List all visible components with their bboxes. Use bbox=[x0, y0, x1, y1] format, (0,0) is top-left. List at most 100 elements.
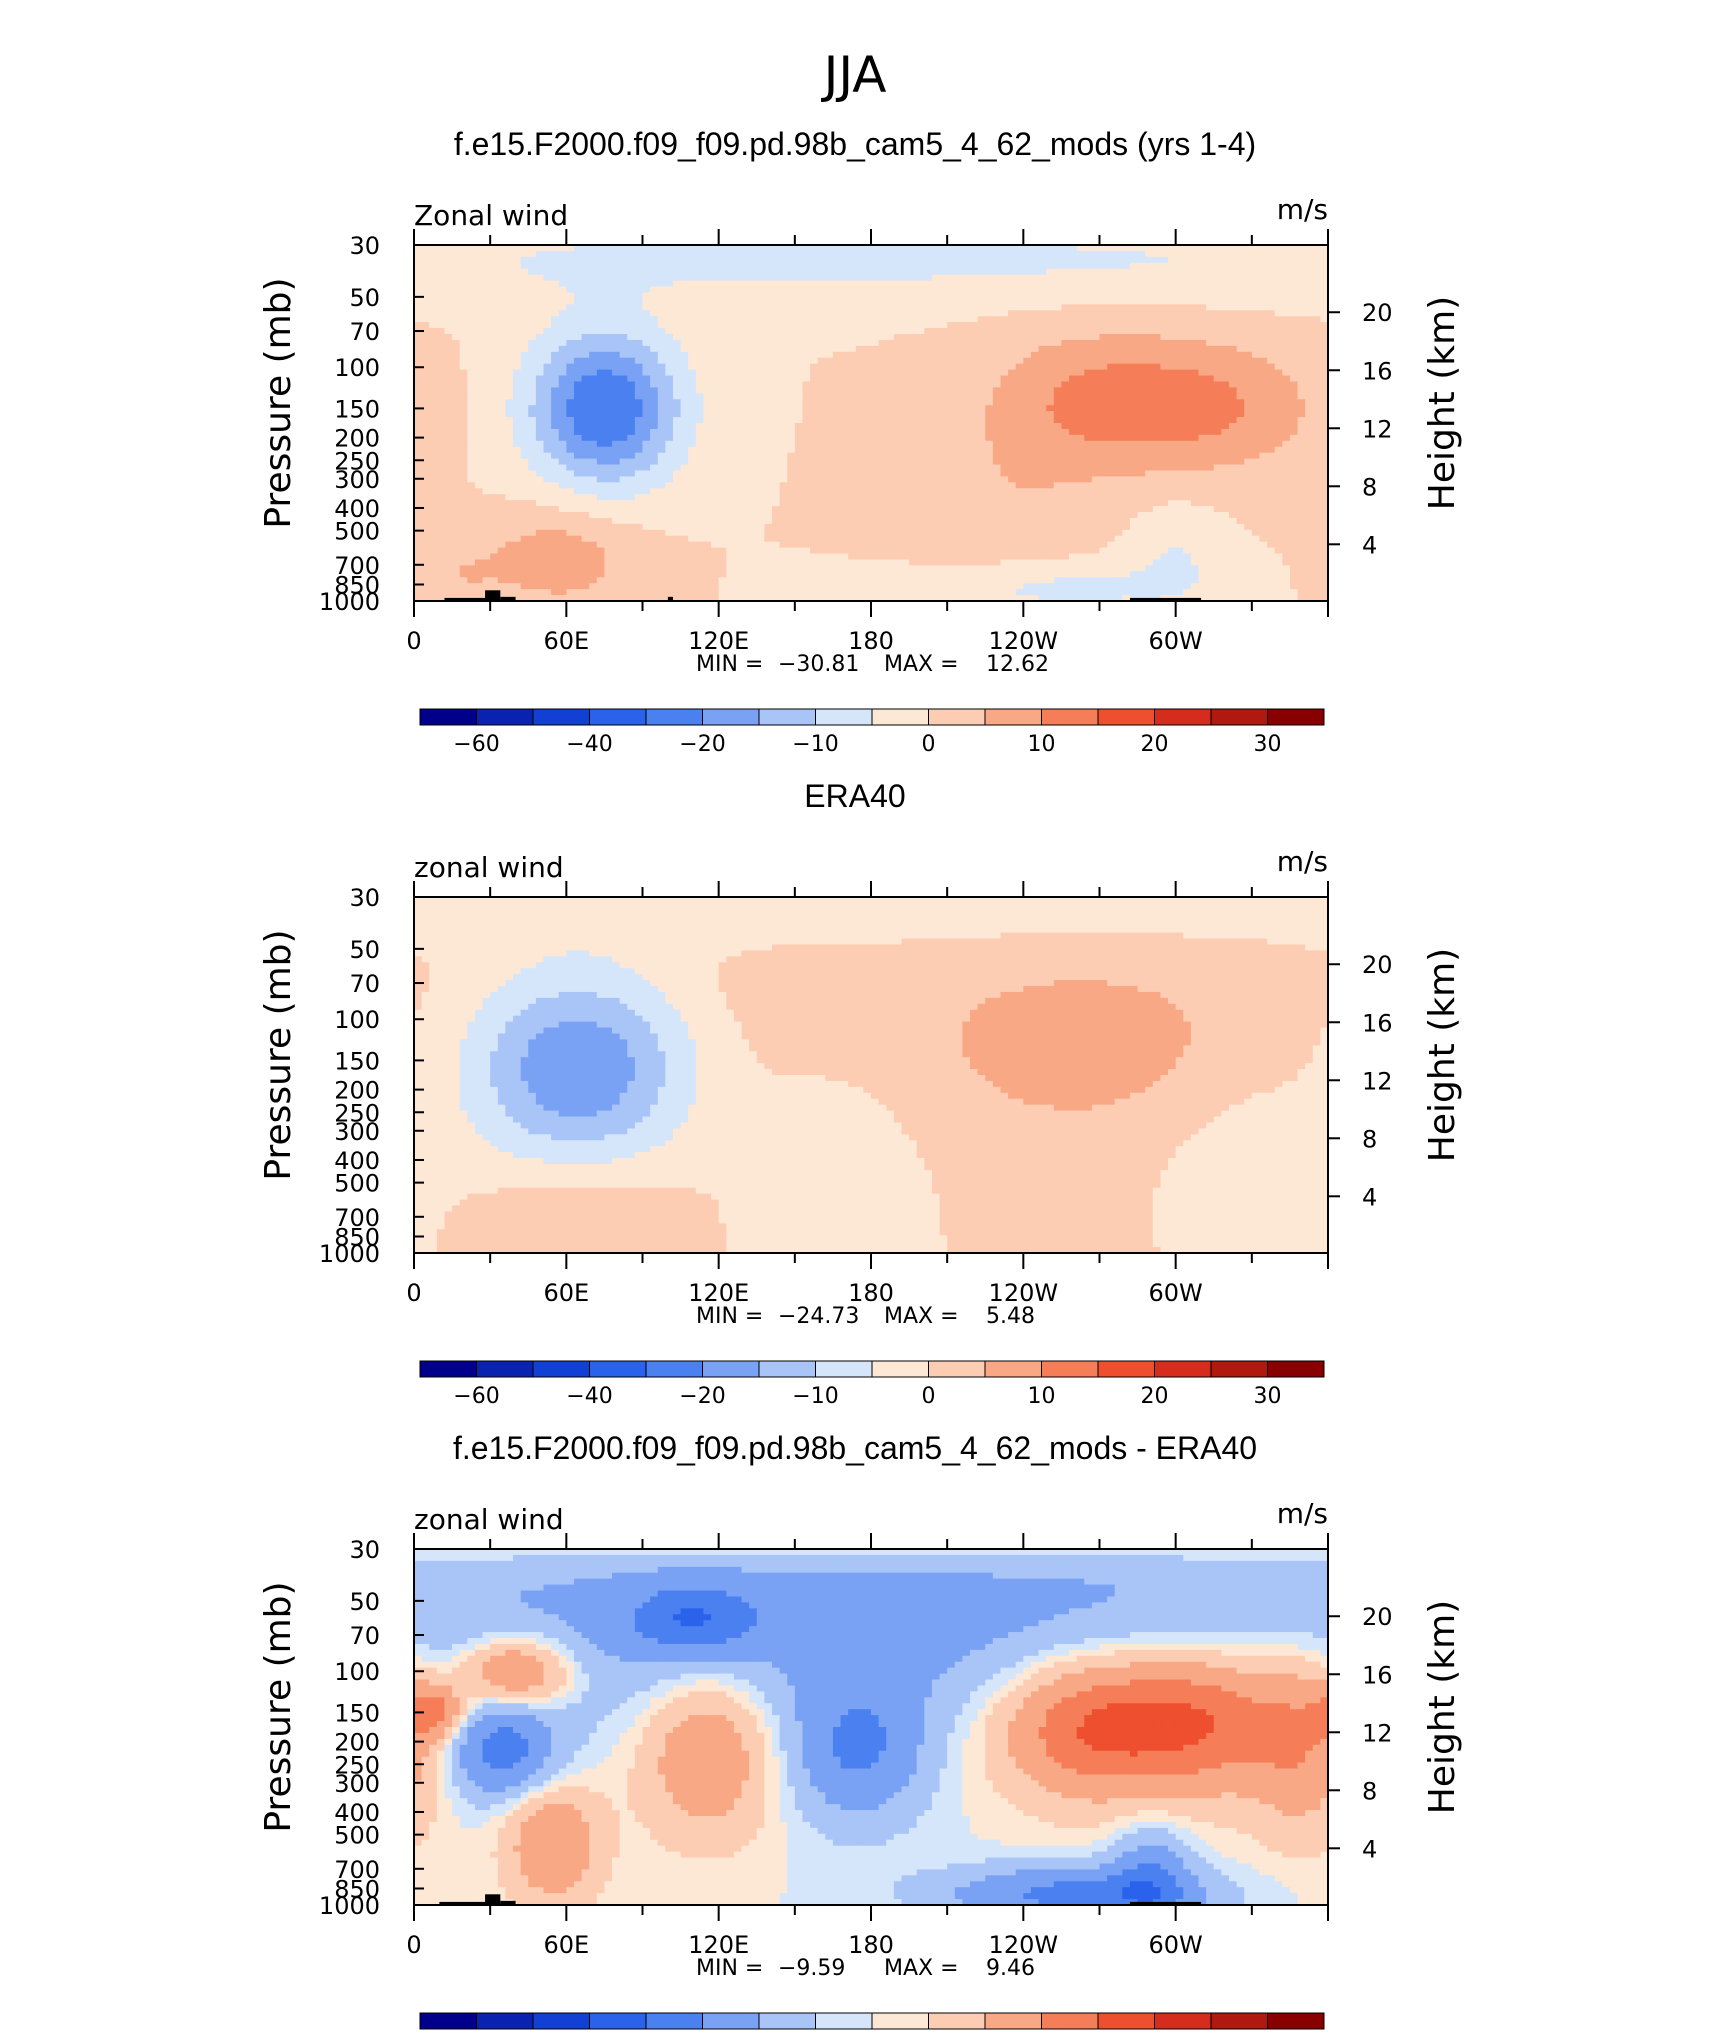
heatmap-cell bbox=[1305, 411, 1314, 418]
heatmap-cell bbox=[573, 411, 583, 418]
heatmap-cell bbox=[627, 334, 636, 341]
heatmap-cell bbox=[695, 476, 705, 483]
heatmap-cell bbox=[680, 245, 689, 252]
heatmap-cell bbox=[901, 434, 910, 442]
heatmap-cell bbox=[1289, 428, 1299, 436]
heatmap-cell bbox=[802, 446, 811, 454]
heatmap-cell bbox=[1114, 334, 1123, 341]
heatmap-cell bbox=[787, 482, 796, 489]
heatmap-cell bbox=[1259, 423, 1268, 430]
heatmap-cell bbox=[665, 369, 674, 377]
heatmap-cell bbox=[1023, 292, 1032, 299]
heatmap-cell bbox=[977, 268, 986, 276]
heatmap-cell bbox=[1000, 286, 1009, 294]
heatmap-cell bbox=[528, 357, 537, 365]
heatmap-cell bbox=[916, 452, 925, 460]
heatmap-cell bbox=[1069, 399, 1078, 406]
heatmap-cell bbox=[1251, 411, 1261, 418]
heatmap-cell bbox=[1061, 345, 1070, 353]
heatmap-cell bbox=[672, 363, 682, 371]
heatmap-cell bbox=[1046, 369, 1055, 377]
heatmap-cell bbox=[1190, 322, 1200, 329]
heatmap-cell bbox=[551, 310, 560, 317]
heatmap-cell bbox=[794, 375, 804, 383]
heatmap-cell bbox=[535, 298, 545, 305]
heatmap-cell bbox=[680, 256, 689, 264]
heatmap-cell bbox=[1213, 316, 1222, 323]
heatmap-cell bbox=[1114, 316, 1123, 323]
heatmap-cell bbox=[619, 417, 628, 424]
heatmap-cell bbox=[1236, 274, 1245, 282]
heatmap-cell bbox=[672, 470, 682, 477]
heatmap-cell bbox=[467, 316, 476, 323]
heatmap-cell bbox=[1312, 470, 1321, 477]
heatmap-cell bbox=[726, 345, 735, 353]
heatmap-cell bbox=[878, 399, 887, 406]
heatmap-cell bbox=[573, 452, 583, 460]
heatmap-cell bbox=[444, 411, 453, 418]
heatmap-cell bbox=[787, 464, 796, 472]
heatmap-cell bbox=[566, 434, 575, 442]
heatmap-cell bbox=[513, 411, 522, 418]
heatmap-cell bbox=[756, 262, 765, 270]
heatmap-cell bbox=[665, 440, 674, 448]
heatmap-cell bbox=[1061, 351, 1070, 359]
heatmap-cell bbox=[825, 286, 834, 294]
heatmap-cell bbox=[703, 328, 712, 335]
heatmap-cell bbox=[612, 381, 621, 388]
heatmap-cell bbox=[810, 399, 819, 406]
heatmap-cell bbox=[444, 393, 453, 400]
heatmap-cell bbox=[429, 470, 438, 477]
heatmap-cell bbox=[1008, 268, 1017, 276]
heatmap-cell bbox=[1076, 274, 1085, 282]
heatmap-cell bbox=[1312, 274, 1321, 282]
heatmap-cell bbox=[1099, 440, 1108, 448]
heatmap-cell bbox=[733, 274, 743, 282]
heatmap-cell bbox=[566, 470, 575, 477]
heatmap-cell bbox=[642, 274, 651, 282]
heatmap-cell bbox=[619, 292, 628, 299]
heatmap-cell bbox=[1198, 458, 1207, 466]
heatmap-cell bbox=[528, 375, 537, 383]
heatmap-cell bbox=[1038, 286, 1047, 294]
heatmap-cell bbox=[726, 411, 735, 418]
heatmap-cell bbox=[992, 393, 1002, 400]
heatmap-cell bbox=[977, 357, 986, 365]
heatmap-cell bbox=[1099, 328, 1108, 335]
heatmap-cell bbox=[1282, 405, 1291, 412]
heatmap-cell bbox=[634, 482, 644, 489]
heatmap-cell bbox=[916, 423, 925, 430]
heatmap-cell bbox=[947, 322, 956, 329]
heatmap-cell bbox=[1236, 423, 1245, 430]
heatmap-cell bbox=[794, 452, 804, 460]
heatmap-cell bbox=[1305, 245, 1314, 252]
heatmap-cell bbox=[566, 298, 575, 305]
heatmap-cell bbox=[436, 286, 446, 294]
heatmap-cell bbox=[1305, 417, 1314, 424]
heatmap-cell bbox=[1152, 262, 1162, 270]
heatmap-cell bbox=[1008, 375, 1017, 383]
heatmap-cell bbox=[1213, 423, 1222, 430]
heatmap-cell bbox=[1008, 387, 1017, 394]
heatmap-cell bbox=[513, 334, 522, 341]
heatmap-cell bbox=[695, 399, 705, 406]
heatmap-cell bbox=[581, 292, 590, 299]
heatmap-cell bbox=[436, 274, 446, 282]
heatmap-cell bbox=[893, 339, 903, 347]
heatmap-cell bbox=[909, 464, 918, 472]
heatmap-cell bbox=[931, 458, 941, 466]
heatmap-cell bbox=[1122, 399, 1131, 406]
heatmap-cell bbox=[528, 405, 537, 412]
heatmap-cell bbox=[909, 245, 918, 252]
heatmap-cell bbox=[863, 381, 872, 388]
heatmap-cell bbox=[779, 328, 788, 335]
heatmap-cell bbox=[802, 292, 811, 299]
heatmap-cell bbox=[474, 245, 484, 252]
heatmap-cell bbox=[421, 375, 430, 383]
heatmap-cell bbox=[1053, 357, 1063, 365]
heatmap-cell bbox=[612, 405, 621, 412]
heatmap-cell bbox=[916, 464, 925, 472]
heatmap-cell bbox=[414, 440, 423, 448]
heatmap-cell bbox=[1061, 334, 1070, 341]
heatmap-cell bbox=[695, 328, 705, 335]
